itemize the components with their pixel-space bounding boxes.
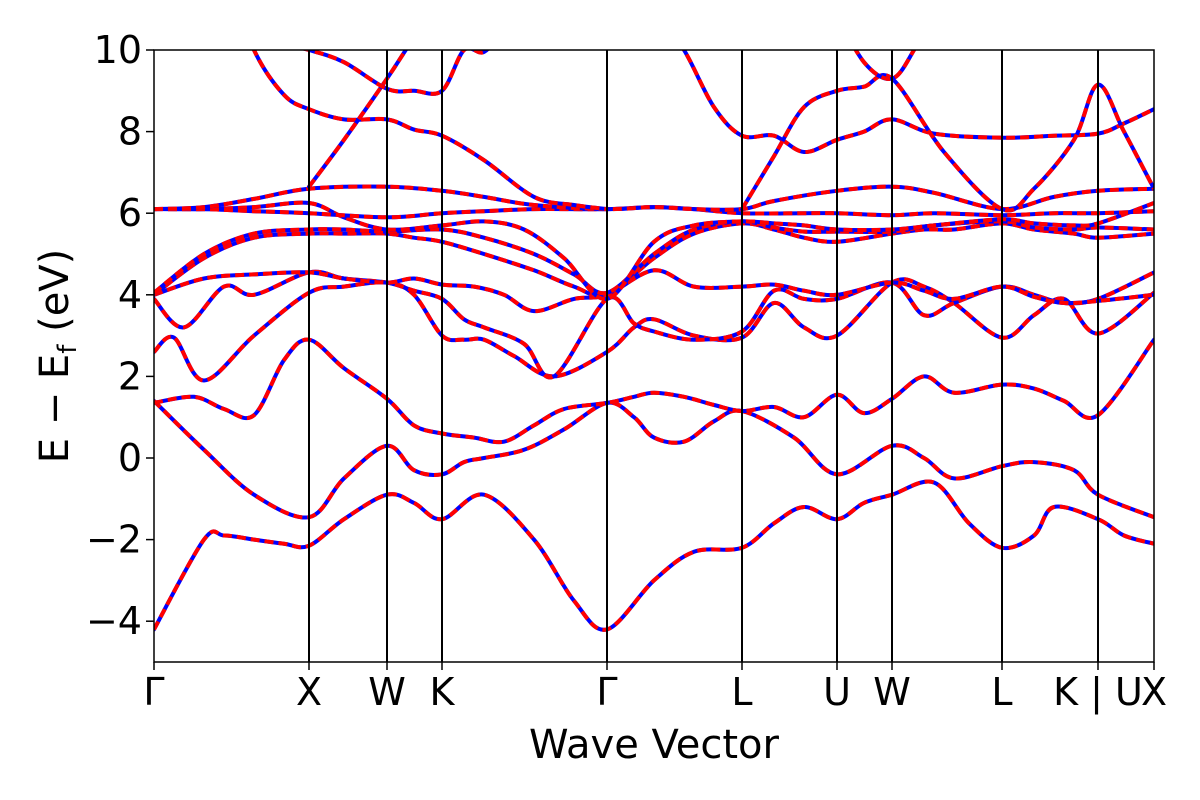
kpath-lines — [308, 50, 1099, 662]
band-line-red — [853, 50, 917, 81]
y-tick-label: 2 — [118, 354, 142, 398]
band-line-red — [154, 399, 1154, 520]
y-axis-title-main: E − E — [32, 354, 78, 464]
band-line-red — [154, 268, 1154, 314]
x-tick-label: K — [430, 670, 456, 714]
x-tick-label: X — [1141, 670, 1167, 714]
x-tick-label: Γ — [143, 670, 164, 714]
band-line-red — [681, 50, 1154, 154]
band-line-red — [154, 479, 1154, 632]
bands-layer — [154, 50, 1154, 632]
band-line-blue — [301, 50, 490, 96]
y-tick-label: −4 — [86, 599, 142, 643]
x-tick-label: X — [296, 670, 322, 714]
band-line-blue — [154, 479, 1154, 632]
plot-frame — [153, 49, 1155, 663]
x-axis-title: Wave Vector — [529, 722, 780, 768]
band-line-red — [307, 50, 409, 188]
x-tick-label: L — [991, 670, 1012, 714]
band-line-blue — [154, 398, 1154, 520]
band-line-red — [154, 219, 1154, 296]
band-line-red — [251, 50, 608, 212]
band-line-blue — [154, 268, 1154, 314]
band-line-blue — [251, 50, 609, 212]
y-tick-label: 4 — [118, 273, 142, 317]
y-tick-label: 8 — [118, 110, 142, 154]
x-tick-label: K | U — [1053, 670, 1143, 715]
band-line-blue — [154, 184, 1154, 212]
band-line-red — [154, 277, 1154, 383]
x-tick-label: W — [873, 670, 911, 714]
y-axis-title-subscript: f — [53, 344, 83, 354]
band-line-blue — [853, 50, 917, 81]
x-tick-label: U — [823, 670, 851, 714]
y-axis-ticks: −4 −2 0 2 4 6 8 10 — [86, 28, 154, 643]
y-axis-title-unit: (eV) — [32, 249, 78, 345]
band-line-red — [154, 184, 1154, 212]
band-line-blue — [307, 50, 409, 189]
y-tick-label: 6 — [118, 191, 142, 235]
y-axis-title: E − Ef (eV) — [32, 249, 83, 464]
y-tick-label: 0 — [118, 436, 142, 480]
y-tick-label: 10 — [94, 28, 142, 72]
x-tick-label: Γ — [596, 670, 617, 714]
band-line-red — [154, 337, 1154, 445]
x-tick-label: L — [731, 670, 752, 714]
y-tick-label: −2 — [86, 518, 142, 562]
x-tick-label: W — [368, 670, 406, 714]
band-line-red — [154, 221, 1154, 299]
